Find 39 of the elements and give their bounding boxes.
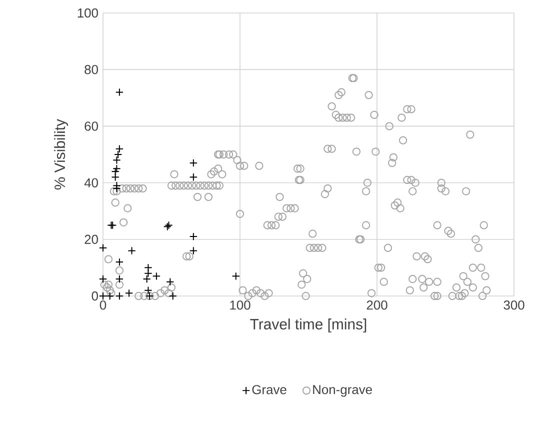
legend-label: Grave [252, 385, 286, 394]
point [112, 156, 121, 164]
point [115, 258, 124, 266]
point [115, 292, 124, 300]
point [98, 292, 108, 300]
point [98, 274, 108, 284]
point [189, 246, 198, 255]
point [232, 272, 240, 280]
point [189, 158, 198, 168]
x-tick-label: 100 [230, 300, 250, 310]
legend-label: Non-grave [313, 385, 372, 397]
y-tick-label: 40 [84, 178, 98, 188]
y-tick-label: 20 [84, 234, 98, 244]
point [111, 167, 120, 176]
point [112, 164, 121, 173]
x-tick-label: 0 [100, 300, 106, 310]
point [115, 88, 124, 96]
point [98, 244, 108, 252]
y-axis-title: % Visibility [54, 118, 68, 190]
point [144, 269, 152, 278]
y-tick-label: 0 [92, 291, 98, 301]
y-tick-label: 80 [84, 64, 98, 74]
x-tick-label: 200 [366, 300, 388, 310]
point [114, 150, 122, 159]
point [115, 144, 124, 153]
point [168, 292, 177, 300]
y-tick-label: 100 [78, 8, 98, 18]
point [142, 274, 151, 284]
point [144, 286, 152, 294]
point [152, 272, 161, 280]
point [111, 173, 120, 182]
point [144, 264, 152, 272]
y-tick-label: 60 [84, 122, 98, 131]
x-tick-label: 300 [504, 300, 524, 310]
point [124, 289, 134, 298]
point [128, 246, 136, 255]
x-axis-title: Travel time [mins] [250, 318, 366, 332]
point [189, 173, 198, 182]
point [189, 232, 198, 241]
